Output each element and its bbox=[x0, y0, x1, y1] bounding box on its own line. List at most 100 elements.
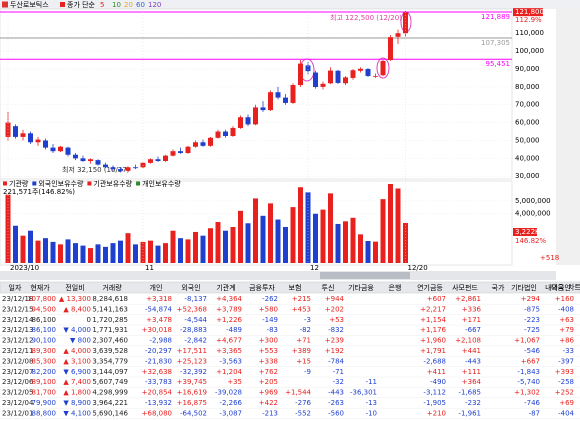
table-cell: -5,740 bbox=[517, 378, 540, 386]
legend-note: 221,571주(146.82%) bbox=[3, 188, 75, 196]
stock-icon bbox=[2, 1, 8, 8]
table-cell: -263 bbox=[328, 399, 344, 407]
x-tick-label: 12/20 bbox=[408, 264, 428, 272]
legend-label: 기관보유수량 bbox=[93, 179, 132, 188]
candle-body bbox=[170, 151, 176, 156]
candle-body bbox=[65, 147, 71, 155]
candle-body bbox=[88, 159, 93, 162]
table-cell: +30,018 bbox=[142, 326, 172, 334]
legend-swatch bbox=[32, 181, 37, 186]
candle-body bbox=[373, 75, 378, 77]
volume-bar bbox=[73, 243, 78, 263]
table-cell: +2,861 bbox=[455, 295, 481, 303]
table-cell: 23/12/18 bbox=[2, 295, 33, 303]
candle-body bbox=[245, 117, 251, 125]
candle-body bbox=[358, 68, 363, 71]
volume-bar bbox=[80, 245, 86, 263]
table-cell: 82,200 bbox=[32, 368, 57, 376]
volume-bar bbox=[260, 215, 266, 263]
volume-bar bbox=[238, 210, 243, 263]
table-cell: +16,875 bbox=[177, 399, 207, 407]
table-cell: +4,677 bbox=[216, 337, 242, 345]
table-cell: +294 bbox=[521, 295, 541, 303]
table-cell: -875 bbox=[524, 305, 540, 313]
table-cell: +205 bbox=[259, 378, 278, 386]
table-cell: +192 bbox=[325, 347, 344, 355]
volume-bar bbox=[403, 222, 408, 263]
table-cell: 1,720,285 bbox=[92, 316, 128, 324]
table-cell: 4,298,999 bbox=[92, 389, 128, 397]
candle-body bbox=[223, 131, 228, 136]
candle-body bbox=[185, 146, 191, 153]
table-cell: 8,284,618 bbox=[92, 295, 128, 303]
table-cell: +35 bbox=[227, 378, 242, 386]
table-cell: +393 bbox=[555, 368, 574, 376]
table-cell: -11 bbox=[366, 378, 377, 386]
table-cell: -258 bbox=[558, 378, 574, 386]
table-cell: -667 bbox=[465, 326, 481, 334]
candle-body bbox=[178, 151, 183, 153]
candle-body bbox=[388, 37, 393, 61]
volume-bar bbox=[320, 209, 326, 263]
volume-bar bbox=[178, 238, 183, 263]
column-header: 개인 bbox=[150, 283, 163, 292]
y-tick-label: 40,000 bbox=[515, 154, 540, 162]
table-cell: ▼ 4,100 bbox=[63, 409, 91, 417]
table-cell: 81,700 bbox=[32, 389, 57, 397]
volume-bar bbox=[343, 221, 348, 263]
table-cell: +2,217 bbox=[420, 305, 446, 313]
candle-body bbox=[335, 70, 341, 83]
column-header: 보험 bbox=[289, 284, 302, 292]
volume-bars bbox=[5, 184, 408, 263]
x-tick-label: 11 bbox=[145, 264, 154, 272]
table-cell: -3,112 bbox=[423, 389, 446, 397]
volume-bar bbox=[43, 238, 48, 263]
table-cell: +1,544 bbox=[285, 389, 311, 397]
column-header: 투신 bbox=[322, 283, 335, 292]
scrollbar[interactable] bbox=[0, 271, 556, 280]
table-cell: +1,791 bbox=[420, 347, 446, 355]
y-tick-label: 5,000,000 bbox=[515, 197, 551, 205]
chart-button[interactable]: 차트 bbox=[568, 283, 580, 292]
current-price-box bbox=[513, 8, 543, 17]
volume-pct-label: 146.82% bbox=[515, 237, 546, 245]
table-cell: -64,502 bbox=[180, 409, 207, 417]
table-cell: -489 bbox=[226, 326, 242, 334]
column-header: 기관계 bbox=[216, 283, 235, 292]
table-cell: -39,028 bbox=[215, 389, 242, 397]
table-cell: -2,688 bbox=[423, 357, 446, 365]
table-cell: 23/12/12 bbox=[2, 337, 33, 345]
table-cell: +944 bbox=[325, 295, 345, 303]
candle-body bbox=[35, 139, 41, 143]
volume-bar bbox=[163, 243, 168, 263]
candle-body bbox=[125, 167, 131, 171]
table-cell: +160 bbox=[555, 295, 574, 303]
candle-body bbox=[103, 164, 108, 168]
candle-body bbox=[215, 131, 221, 138]
volume-bar bbox=[388, 184, 393, 263]
next-button[interactable]: 다음 bbox=[551, 283, 564, 292]
table-cell: +239 bbox=[325, 337, 344, 345]
column-header: 국가 bbox=[492, 283, 505, 292]
column-header: 현재가 bbox=[30, 283, 50, 292]
volume-bar bbox=[208, 228, 213, 263]
candle-body bbox=[193, 142, 198, 147]
table-cell: 23/12/13 bbox=[2, 326, 33, 334]
y-tick-label: 4,000,000 bbox=[515, 209, 551, 217]
ma-period: 10 bbox=[112, 1, 121, 9]
column-header: 외국인 bbox=[181, 283, 200, 292]
volume-bar bbox=[65, 239, 71, 263]
table-cell: 3,964,221 bbox=[92, 399, 128, 407]
candle-body bbox=[73, 154, 78, 159]
volume-bar bbox=[118, 240, 123, 263]
scroll-thumb[interactable] bbox=[320, 272, 410, 279]
candle-body bbox=[320, 83, 326, 87]
table-cell: +3,478 bbox=[146, 316, 172, 324]
table-cell: -13 bbox=[366, 399, 377, 407]
candle-body bbox=[28, 133, 33, 143]
volume-bar bbox=[380, 199, 386, 263]
table-cell: +762 bbox=[259, 368, 278, 376]
candle-body bbox=[200, 142, 206, 146]
candle-body bbox=[50, 147, 56, 152]
y-tick-label: 50,000 bbox=[515, 136, 540, 144]
